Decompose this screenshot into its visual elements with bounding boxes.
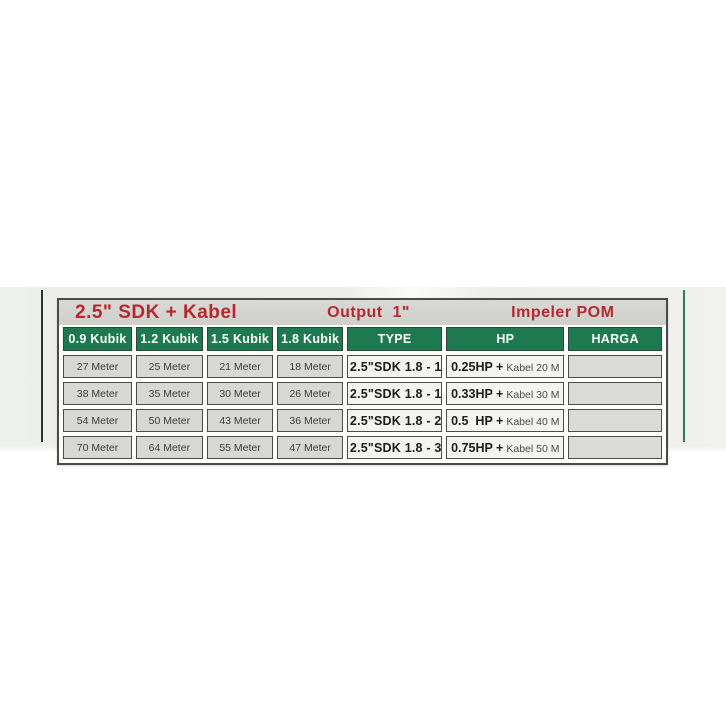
hp-cable-length: Kabel 40 M: [506, 415, 560, 428]
cell-hp: 0.5 HP + Kabel 40 M: [446, 409, 565, 432]
hp-cable-length: Kabel 50 M: [506, 442, 560, 455]
spec-table-frame: 2.5" SDK + Kabel Output 1" Impeler POM 0…: [57, 298, 668, 465]
column-header-type: TYPE: [346, 327, 443, 351]
cell-type: 2.5"SDK 1.8 - 24: [346, 409, 443, 432]
cell-harga: [568, 436, 662, 459]
cell-harga: [568, 409, 662, 432]
hp-cable-length: Kabel 20 M: [506, 361, 560, 374]
cell-depth-0.9: 54 Meter: [63, 409, 132, 432]
cell-depth-1.2: 50 Meter: [136, 409, 203, 432]
column-header-0.9-kubik: 0.9 Kubik: [63, 327, 132, 351]
header-row: 0.9 Kubik 1.2 Kubik 1.5 Kubik 1.8 Kubik …: [63, 327, 662, 351]
cell-hp: 0.75HP + Kabel 50 M: [446, 436, 565, 459]
column-header-hp: HP: [446, 327, 565, 351]
cell-depth-1.5: 21 Meter: [206, 355, 274, 378]
cell-depth-1.8: 47 Meter: [277, 436, 343, 459]
cell-type: 2.5"SDK 1.8 - 12: [346, 355, 443, 378]
title-impeller: Impeler POM: [511, 303, 615, 321]
table-row: 38 Meter 35 Meter 30 Meter 26 Meter 2.5"…: [63, 382, 662, 405]
hp-cable-length: Kabel 30 M: [506, 388, 560, 401]
table-title-band: 2.5" SDK + Kabel Output 1" Impeler POM: [59, 300, 666, 325]
hp-rating: 0.75HP +: [451, 440, 504, 455]
cell-depth-1.2: 25 Meter: [136, 355, 203, 378]
table-row: 54 Meter 50 Meter 43 Meter 36 Meter 2.5"…: [63, 409, 662, 432]
cell-depth-0.9: 70 Meter: [63, 436, 132, 459]
cell-harga: [568, 382, 662, 405]
left-vertical-rule: [41, 290, 43, 442]
title-output-size: Output 1": [327, 303, 410, 321]
cell-depth-1.5: 55 Meter: [206, 436, 274, 459]
column-header-1.5-kubik: 1.5 Kubik: [206, 327, 274, 351]
cell-depth-1.5: 43 Meter: [206, 409, 274, 432]
table-row: 27 Meter 25 Meter 21 Meter 18 Meter 2.5"…: [63, 355, 662, 378]
column-header-1.2-kubik: 1.2 Kubik: [136, 327, 203, 351]
hp-rating: 0.5 HP +: [451, 413, 504, 428]
cell-depth-0.9: 27 Meter: [63, 355, 132, 378]
cell-depth-1.8: 26 Meter: [277, 382, 343, 405]
cell-hp: 0.25HP + Kabel 20 M: [446, 355, 565, 378]
cell-depth-1.2: 64 Meter: [136, 436, 203, 459]
cell-type: 2.5"SDK 1.8 - 31: [346, 436, 443, 459]
cell-depth-1.8: 36 Meter: [277, 409, 343, 432]
hp-rating: 0.33HP +: [451, 386, 504, 401]
right-vertical-rule: [683, 290, 685, 442]
cell-harga: [568, 355, 662, 378]
table-row: 70 Meter 64 Meter 55 Meter 47 Meter 2.5"…: [63, 436, 662, 459]
cell-hp: 0.33HP + Kabel 30 M: [446, 382, 565, 405]
column-header-1.8-kubik: 1.8 Kubik: [277, 327, 343, 351]
cell-depth-1.2: 35 Meter: [136, 382, 203, 405]
spec-table: 0.9 Kubik 1.2 Kubik 1.5 Kubik 1.8 Kubik …: [59, 323, 666, 463]
hp-rating: 0.25HP +: [451, 359, 504, 374]
title-product-name: 2.5" SDK + Kabel: [75, 301, 238, 323]
cell-depth-0.9: 38 Meter: [63, 382, 132, 405]
cell-depth-1.8: 18 Meter: [277, 355, 343, 378]
column-header-harga: HARGA: [568, 327, 662, 351]
cell-depth-1.5: 30 Meter: [206, 382, 274, 405]
cell-type: 2.5"SDK 1.8 - 17: [346, 382, 443, 405]
